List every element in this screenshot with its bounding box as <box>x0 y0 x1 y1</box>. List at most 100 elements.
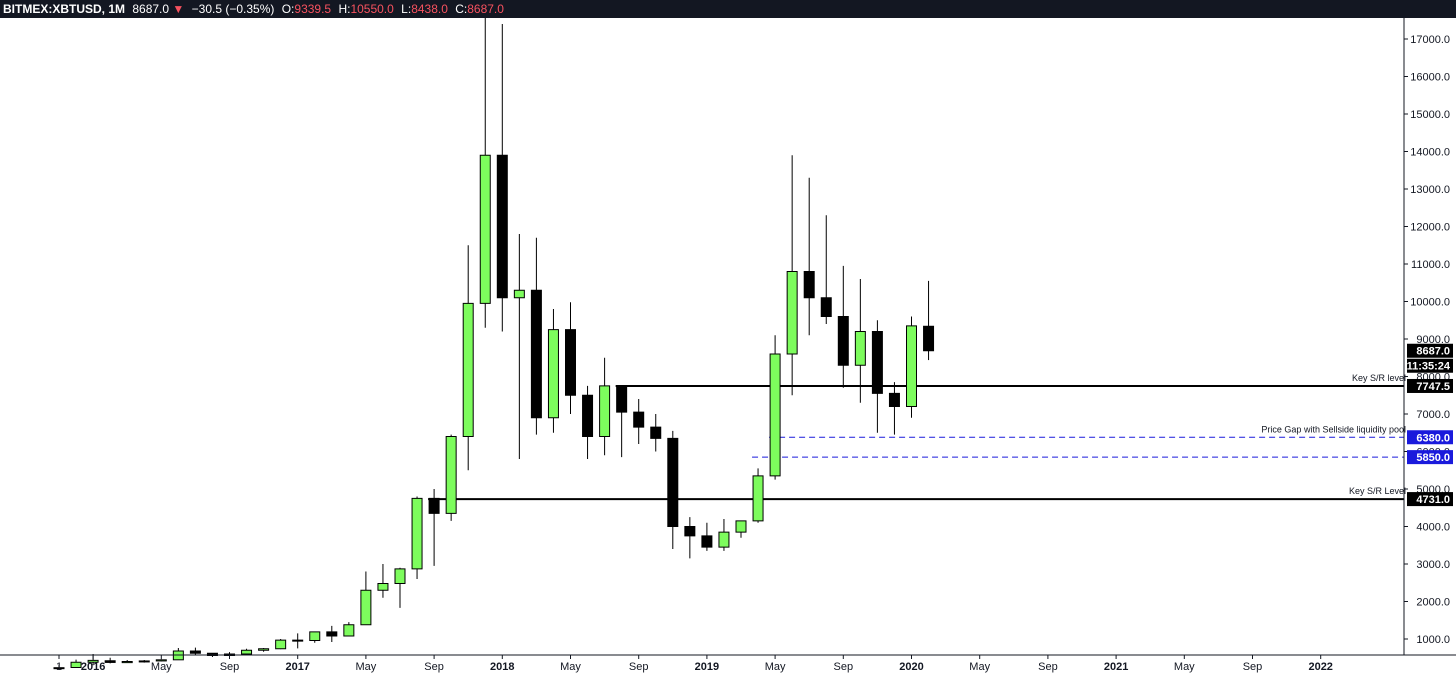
symbol-label[interactable]: BITMEX:XBTUSD, 1M <box>3 2 126 16</box>
candle <box>667 430 679 549</box>
candle <box>735 520 747 538</box>
candle <box>189 647 201 655</box>
price-tag-current-0[interactable]: 8687.0 <box>1407 343 1453 358</box>
candle <box>582 385 594 459</box>
candle <box>803 177 815 336</box>
candle-body <box>718 531 730 548</box>
candle <box>650 414 662 452</box>
candle <box>53 664 65 670</box>
candle-body <box>854 331 866 366</box>
candle-body <box>565 329 576 396</box>
candle <box>326 625 338 642</box>
x-tick-label: Sep <box>834 661 854 673</box>
candle-body <box>599 385 611 437</box>
price-tag-line-2[interactable]: 6380.0 <box>1407 430 1453 445</box>
candle <box>70 659 82 668</box>
close-value: 8687.0 <box>467 2 504 16</box>
candle <box>172 648 184 661</box>
candle-body <box>343 624 355 637</box>
candle-body <box>496 154 508 299</box>
price-tag-line-1[interactable]: 4731.0 <box>1407 492 1453 507</box>
x-tick-label: 2017 <box>285 661 309 673</box>
price-tag-line-0-text: 7747.5 <box>1416 381 1450 393</box>
candle-body <box>650 426 662 439</box>
candle <box>837 265 849 388</box>
candle-body <box>258 648 270 651</box>
candle <box>343 622 355 637</box>
candle <box>616 385 628 458</box>
close-label: C: <box>455 2 468 16</box>
candle-body <box>275 639 287 650</box>
candle <box>445 434 457 521</box>
x-tick-label: Sep <box>424 661 444 673</box>
candle <box>752 468 764 523</box>
y-tick-label: 15000.0 <box>1410 109 1450 121</box>
price-tag-line-3-bg <box>1407 450 1453 465</box>
candle-body <box>326 631 338 637</box>
x-tick-label: May <box>356 661 377 673</box>
candle-body <box>292 639 304 642</box>
x-tick-label: 2020 <box>899 661 923 673</box>
y-tick-label: 12000.0 <box>1410 222 1450 234</box>
candle-body <box>923 325 935 352</box>
candle-body <box>241 649 253 655</box>
y-tick-label: 2000.0 <box>1416 597 1450 609</box>
y-tick-label: 7000.0 <box>1416 409 1450 421</box>
candle-body <box>735 520 747 533</box>
x-tick-label: 2022 <box>1308 661 1332 673</box>
candle <box>428 489 440 566</box>
y-tick-label: 13000.0 <box>1410 184 1450 196</box>
candle-body <box>309 631 321 641</box>
candle <box>906 316 917 418</box>
candle <box>820 215 832 324</box>
candle-body <box>70 661 82 668</box>
candle-body <box>479 154 491 304</box>
candle <box>854 279 866 403</box>
candle <box>599 357 611 456</box>
candle <box>292 633 304 649</box>
price-tag-line-2-bg <box>1407 430 1453 445</box>
x-tick-label: Sep <box>1243 661 1263 673</box>
candle-body <box>87 659 99 663</box>
candle <box>462 245 474 471</box>
price-tag-line-3[interactable]: 5850.0 <box>1407 450 1453 465</box>
candle <box>718 519 730 551</box>
y-tick-label: 3000.0 <box>1416 559 1450 571</box>
candle-body <box>752 475 764 522</box>
candle <box>530 237 542 435</box>
price-tag-line-1-text: 4731.0 <box>1416 494 1450 506</box>
x-tick-label: May <box>1174 661 1195 673</box>
x-tick-label: May <box>765 661 786 673</box>
candle-body <box>155 659 167 662</box>
y-tick-label: 9000.0 <box>1416 334 1450 346</box>
candle <box>275 639 287 650</box>
candle <box>394 567 406 608</box>
candle-body <box>616 385 628 413</box>
candle-body <box>377 583 389 591</box>
candle-body <box>837 316 849 366</box>
high-label: H: <box>338 2 351 16</box>
price-tag-line-3-text: 5850.0 <box>1416 452 1450 464</box>
candle <box>871 320 883 433</box>
candle <box>104 657 116 664</box>
candle-body <box>445 436 457 514</box>
candlestick-chart[interactable]: Key S/R level Key S/R Level Price Gap with… <box>0 18 1456 673</box>
candle <box>377 564 389 598</box>
candle-body <box>769 353 781 477</box>
candle <box>411 496 423 579</box>
price-tag-line-0[interactable]: 7747.5 <box>1407 378 1453 393</box>
candle <box>633 399 645 444</box>
x-tick-label: May <box>969 661 990 673</box>
candle-body <box>888 392 900 407</box>
candle-body <box>820 297 832 317</box>
y-tick-label: 10000.0 <box>1410 297 1450 309</box>
y-tick-label: 17000.0 <box>1410 34 1450 46</box>
candle-body <box>547 329 559 419</box>
candle <box>513 234 525 459</box>
candle-body <box>411 497 423 570</box>
low-label: L: <box>401 2 412 16</box>
price-tag-current-1[interactable]: 11:35:24 <box>1407 358 1453 373</box>
x-tick-label: May <box>560 661 581 673</box>
hline-label-2: Price Gap with Sellside liquidity pool <box>1261 424 1406 434</box>
candle-body <box>360 589 372 626</box>
